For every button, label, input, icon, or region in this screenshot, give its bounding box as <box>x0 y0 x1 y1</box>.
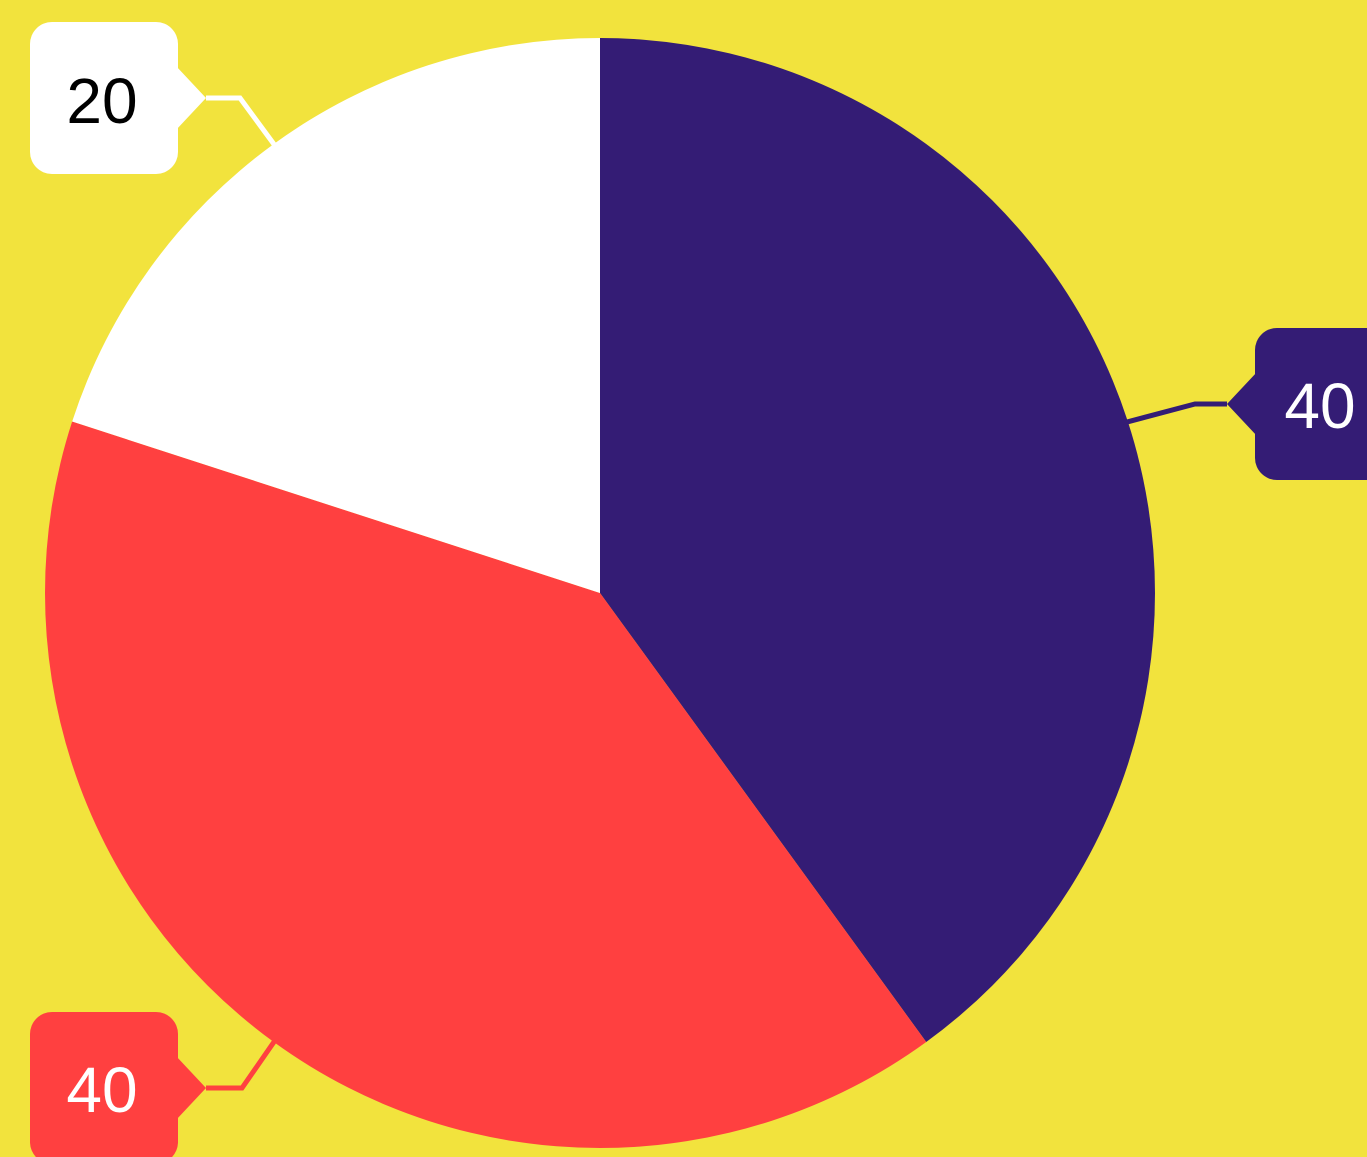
pie-slice-2 <box>45 421 927 1149</box>
pie-slice-3 <box>72 38 600 593</box>
data-label-3: 20 <box>30 22 206 174</box>
data-label-text: 40 <box>1284 370 1355 442</box>
data-label-1: 40 <box>1227 328 1367 480</box>
leader-line-3 <box>206 95 279 150</box>
data-label-box <box>30 22 178 174</box>
data-label-text: 20 <box>66 65 137 137</box>
leader-line-1 <box>1122 401 1227 426</box>
data-label-pointer <box>176 1056 206 1120</box>
leader-line-2 <box>206 1036 279 1091</box>
data-label-pointer <box>176 66 206 130</box>
pie-slice-1 <box>600 38 1155 1043</box>
data-label-2: 40 <box>30 1012 206 1157</box>
data-label-box <box>30 1012 178 1157</box>
data-label-pointer <box>1227 372 1257 436</box>
data-label-text: 40 <box>66 1054 137 1126</box>
data-label-box <box>1255 328 1367 480</box>
